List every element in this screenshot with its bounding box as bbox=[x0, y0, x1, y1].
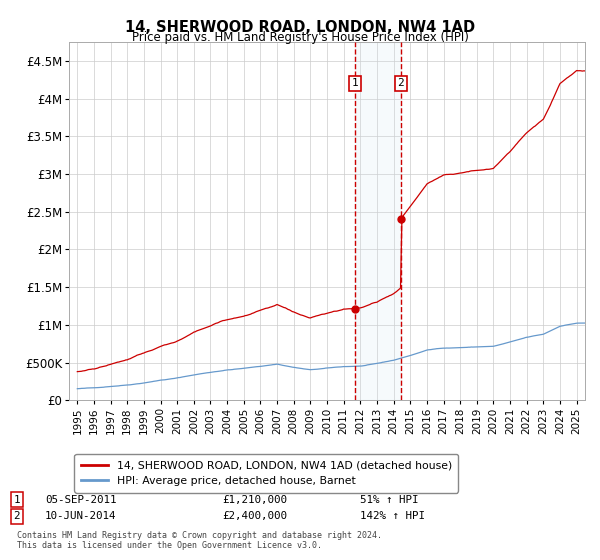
Text: 05-SEP-2011: 05-SEP-2011 bbox=[45, 494, 116, 505]
Text: 142% ↑ HPI: 142% ↑ HPI bbox=[360, 511, 425, 521]
Legend: 14, SHERWOOD ROAD, LONDON, NW4 1AD (detached house), HPI: Average price, detache: 14, SHERWOOD ROAD, LONDON, NW4 1AD (deta… bbox=[74, 454, 458, 493]
Text: £2,400,000: £2,400,000 bbox=[222, 511, 287, 521]
Bar bbox=[355, 42, 401, 400]
Text: 2: 2 bbox=[14, 511, 20, 521]
Text: £1,210,000: £1,210,000 bbox=[222, 494, 287, 505]
Text: 1: 1 bbox=[352, 78, 358, 88]
Text: 14, SHERWOOD ROAD, LONDON, NW4 1AD: 14, SHERWOOD ROAD, LONDON, NW4 1AD bbox=[125, 20, 475, 35]
Text: Contains HM Land Registry data © Crown copyright and database right 2024.
This d: Contains HM Land Registry data © Crown c… bbox=[17, 530, 382, 550]
Text: 2: 2 bbox=[398, 78, 404, 88]
Text: 51% ↑ HPI: 51% ↑ HPI bbox=[360, 494, 419, 505]
Text: Price paid vs. HM Land Registry's House Price Index (HPI): Price paid vs. HM Land Registry's House … bbox=[131, 31, 469, 44]
Text: 1: 1 bbox=[14, 494, 20, 505]
Text: 10-JUN-2014: 10-JUN-2014 bbox=[45, 511, 116, 521]
